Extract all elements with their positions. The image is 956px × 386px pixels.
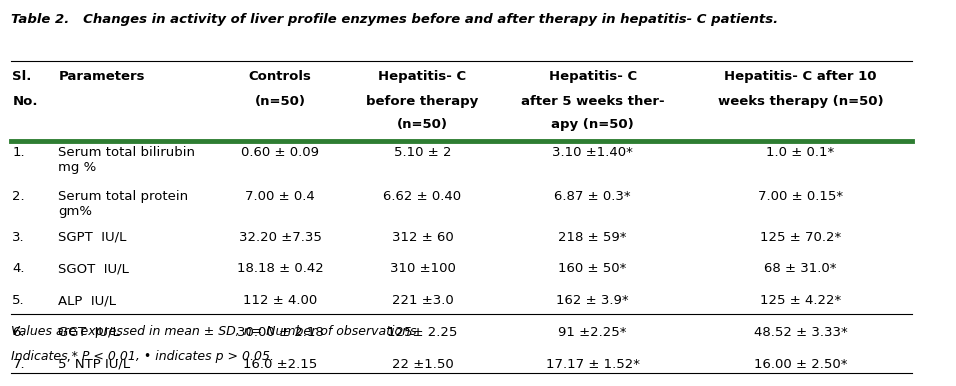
Text: 7.00 ± 0.15*: 7.00 ± 0.15* (758, 190, 843, 203)
Text: (n=50): (n=50) (254, 95, 306, 108)
Text: 312 ± 60: 312 ± 60 (392, 230, 453, 244)
Text: 68 ± 31.0*: 68 ± 31.0* (764, 262, 836, 275)
Text: Hepatitis- C: Hepatitis- C (379, 70, 467, 83)
Text: after 5 weeks ther-: after 5 weeks ther- (521, 95, 664, 108)
Text: SGOT  IU/L: SGOT IU/L (58, 262, 129, 275)
Text: 91 ±2.25*: 91 ±2.25* (558, 326, 627, 339)
Text: 5.: 5. (12, 294, 25, 307)
Text: 3.: 3. (12, 230, 25, 244)
Text: Values are expressed in mean ± SD, n= Number of observations.: Values are expressed in mean ± SD, n= Nu… (11, 325, 420, 338)
Text: 112 ± 4.00: 112 ± 4.00 (243, 294, 317, 307)
Text: 18.18 ± 0.42: 18.18 ± 0.42 (237, 262, 323, 275)
Text: GGT  IU/L: GGT IU/L (58, 326, 120, 339)
Text: Serum total protein
gm%: Serum total protein gm% (58, 190, 188, 218)
Text: Indicates * P < 0.01, • indicates p > 0.05.: Indicates * P < 0.01, • indicates p > 0.… (11, 350, 273, 363)
Text: 162 ± 3.9*: 162 ± 3.9* (556, 294, 629, 307)
Text: 4.: 4. (12, 262, 25, 275)
Text: Controls: Controls (249, 70, 312, 83)
Text: Sl.: Sl. (12, 70, 32, 83)
Text: 5.10 ± 2: 5.10 ± 2 (394, 146, 451, 159)
Text: No.: No. (12, 95, 38, 108)
Text: 0.60 ± 0.09: 0.60 ± 0.09 (241, 146, 319, 159)
Text: 125± 2.25: 125± 2.25 (387, 326, 458, 339)
Text: 17.17 ± 1.52*: 17.17 ± 1.52* (546, 358, 640, 371)
Text: 221 ±3.0: 221 ±3.0 (392, 294, 453, 307)
Text: 218 ± 59*: 218 ± 59* (558, 230, 627, 244)
Text: 6.: 6. (12, 326, 25, 339)
Text: 16.0 ±2.15: 16.0 ±2.15 (243, 358, 317, 371)
Text: 125 ± 70.2*: 125 ± 70.2* (760, 230, 841, 244)
Text: before therapy: before therapy (366, 95, 479, 108)
Text: Hepatitis- C after 10: Hepatitis- C after 10 (725, 70, 877, 83)
Text: 310 ±100: 310 ±100 (390, 262, 455, 275)
Text: 16.00 ± 2.50*: 16.00 ± 2.50* (753, 358, 847, 371)
Text: 3.10 ±1.40*: 3.10 ±1.40* (553, 146, 633, 159)
Text: 1.0 ± 0.1*: 1.0 ± 0.1* (767, 146, 835, 159)
Text: Parameters: Parameters (58, 70, 145, 83)
Text: SGPT  IU/L: SGPT IU/L (58, 230, 127, 244)
Text: Hepatitis- C: Hepatitis- C (549, 70, 637, 83)
Text: weeks therapy (n=50): weeks therapy (n=50) (718, 95, 883, 108)
Text: 7.: 7. (12, 358, 25, 371)
Text: Serum total bilirubin
mg %: Serum total bilirubin mg % (58, 146, 195, 174)
Text: (n=50): (n=50) (397, 118, 448, 131)
Text: 7.00 ± 0.4: 7.00 ± 0.4 (245, 190, 315, 203)
Text: Table 2.   Changes in activity of liver profile enzymes before and after therapy: Table 2. Changes in activity of liver pr… (11, 13, 778, 26)
Text: 5’ NTP IU/L: 5’ NTP IU/L (58, 358, 131, 371)
Text: 6.62 ± 0.40: 6.62 ± 0.40 (383, 190, 462, 203)
Text: 48.52 ± 3.33*: 48.52 ± 3.33* (753, 326, 847, 339)
Text: 1.: 1. (12, 146, 25, 159)
Text: 125 ± 4.22*: 125 ± 4.22* (760, 294, 841, 307)
Text: 32.20 ±7.35: 32.20 ±7.35 (239, 230, 321, 244)
Text: 30.00 ± 2.18: 30.00 ± 2.18 (237, 326, 323, 339)
Text: ALP  IU/L: ALP IU/L (58, 294, 117, 307)
Text: apy (n=50): apy (n=50) (552, 118, 634, 131)
Text: 2.: 2. (12, 190, 25, 203)
Text: 22 ±1.50: 22 ±1.50 (392, 358, 453, 371)
Text: 160 ± 50*: 160 ± 50* (558, 262, 627, 275)
Text: 6.87 ± 0.3*: 6.87 ± 0.3* (554, 190, 631, 203)
